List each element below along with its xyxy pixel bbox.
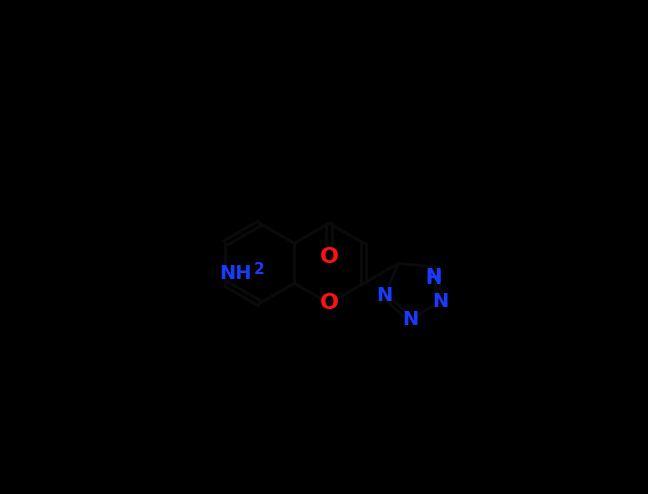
- Text: N: N: [425, 267, 441, 286]
- Text: H: H: [425, 269, 441, 288]
- Text: O: O: [319, 293, 338, 313]
- Text: N: N: [376, 286, 392, 305]
- Text: NH: NH: [219, 264, 251, 283]
- Text: N: N: [433, 292, 449, 311]
- Text: O: O: [319, 247, 338, 267]
- Text: 2: 2: [253, 262, 264, 277]
- Text: N: N: [402, 310, 419, 329]
